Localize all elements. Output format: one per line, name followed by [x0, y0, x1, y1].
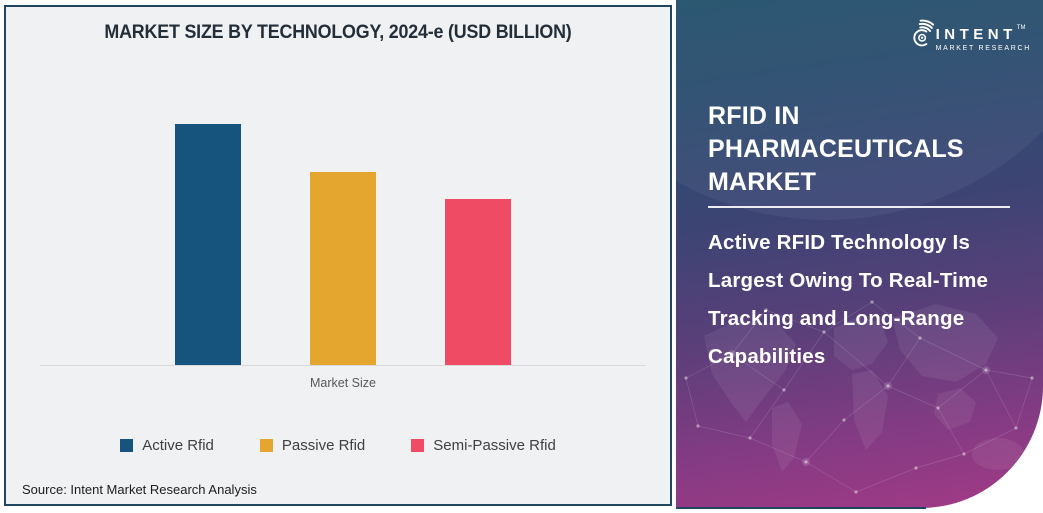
legend-label: Semi-Passive Rfid: [433, 437, 556, 454]
bar-semi-passive-rfid: [445, 199, 511, 365]
intent-market-research-logo: INTENT TM MARKET RESEARCH: [906, 10, 1031, 54]
legend-swatch: [411, 439, 425, 452]
x-axis-line: [40, 365, 646, 366]
x-axis-label: Market Size: [310, 376, 376, 390]
panel-title: RFID IN PHARMACEUTICALS MARKET: [708, 102, 964, 196]
world-map-network-decoration: [684, 300, 1034, 494]
logo-tm-mark: TM: [1016, 25, 1026, 31]
legend-item-semi-passive-rfid: Semi-Passive Rfid: [411, 437, 556, 454]
legend-swatch: [120, 439, 134, 452]
chart-panel: MARKET SIZE BY TECHNOLOGY, 2024-e (USD B…: [4, 5, 672, 506]
bottom-border-accent: [676, 507, 926, 509]
legend-swatch: [259, 439, 273, 452]
legend-item-passive-rfid: Passive Rfid: [259, 437, 366, 454]
legend-item-active-rfid: Active Rfid: [120, 437, 214, 454]
bar-active-rfid: [175, 124, 241, 365]
chart-legend: Active Rfid Passive Rfid Semi-Passive Rfid: [6, 437, 670, 454]
bar-passive-rfid: [310, 172, 376, 365]
logo-tagline: MARKET RESEARCH: [935, 45, 1031, 52]
info-panel: INTENT TM MARKET RESEARCH RFID IN PHARMA…: [676, 0, 1043, 508]
source-note: Source: Intent Market Research Analysis: [22, 482, 257, 497]
panel-divider: [708, 206, 1010, 208]
panel-subtitle: Active RFID Technology Is Largest Owing …: [708, 231, 989, 368]
logo-name: INTENT: [935, 26, 1017, 43]
legend-label: Passive Rfid: [281, 437, 366, 454]
signal-arcs-icon: [913, 19, 934, 47]
chart-title: MARKET SIZE BY TECHNOLOGY, 2024-e (USD B…: [104, 22, 572, 43]
bar-chart-plot: [40, 65, 646, 365]
legend-label: Active Rfid: [142, 437, 214, 454]
